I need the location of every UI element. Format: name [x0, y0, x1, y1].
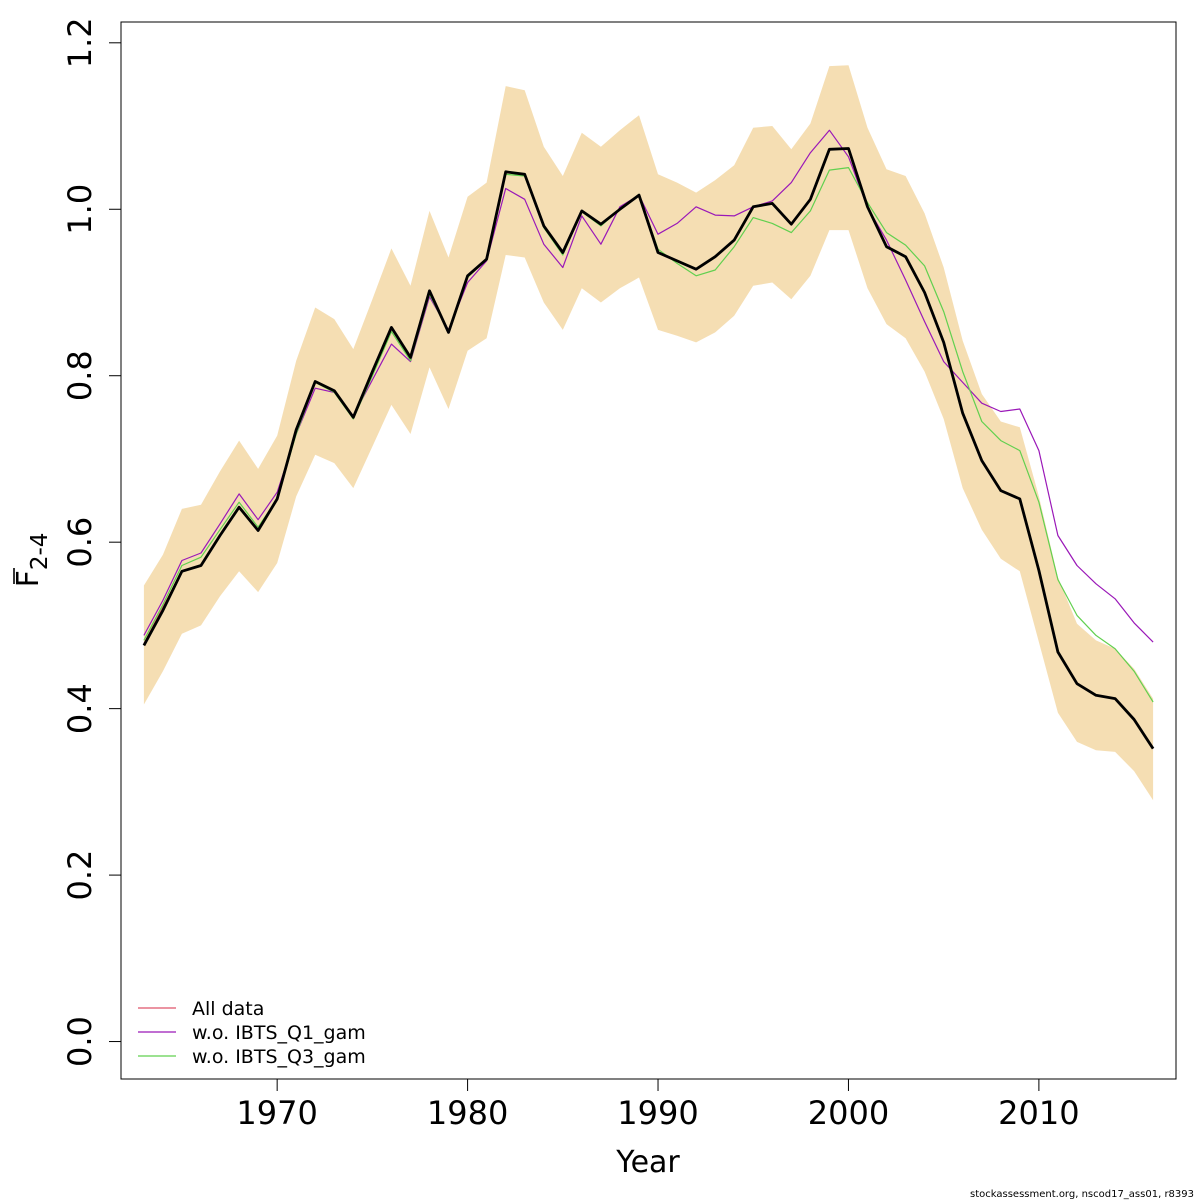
svg-text:F2-4: F2-4: [11, 533, 53, 588]
confidence-band-layer: [143, 65, 1154, 801]
y-tick-label: 0.8: [61, 350, 99, 401]
x-axis: 1970 1980 1990 2000 2010: [236, 1078, 1080, 1132]
y-tick-label: 0.2: [61, 850, 99, 901]
x-tick-label: 2010: [998, 1094, 1079, 1132]
y-tick-label: 0.6: [61, 517, 99, 568]
footer-credit: stockassessment.org, nscod17_ass01, r839…: [970, 1189, 1194, 1200]
y-tick-label: 0.0: [61, 1016, 99, 1067]
x-axis-title: Year: [615, 1145, 680, 1180]
series-line-main-estimate: [142, 147, 1155, 750]
legend-label: w.o. IBTS_Q1_gam: [192, 1022, 366, 1044]
confidence-band: [143, 65, 1154, 801]
x-tick-label: 1980: [427, 1094, 508, 1132]
series-line-w-o-ibts-q1-gam: [143, 129, 1154, 643]
x-tick-label: 1990: [617, 1094, 698, 1132]
y-axis-title-subscript: 2-4: [27, 533, 53, 571]
y-tick-label: 0.4: [61, 683, 99, 734]
x-tick-label: 1970: [236, 1094, 317, 1132]
y-axis-title-main: F: [11, 570, 46, 587]
y-axis-title: F2-4: [11, 533, 53, 588]
x-tick-label: 2000: [808, 1094, 889, 1132]
series-layer: [142, 129, 1155, 750]
y-tick-label: 1.0: [61, 184, 99, 235]
legend-label: All data: [192, 998, 264, 1020]
y-tick-label: 1.2: [61, 17, 99, 68]
legend-label: w.o. IBTS_Q3_gam: [192, 1046, 366, 1068]
y-axis: 0.0 0.2 0.4 0.6 0.8 1.0 1.2: [61, 17, 122, 1067]
